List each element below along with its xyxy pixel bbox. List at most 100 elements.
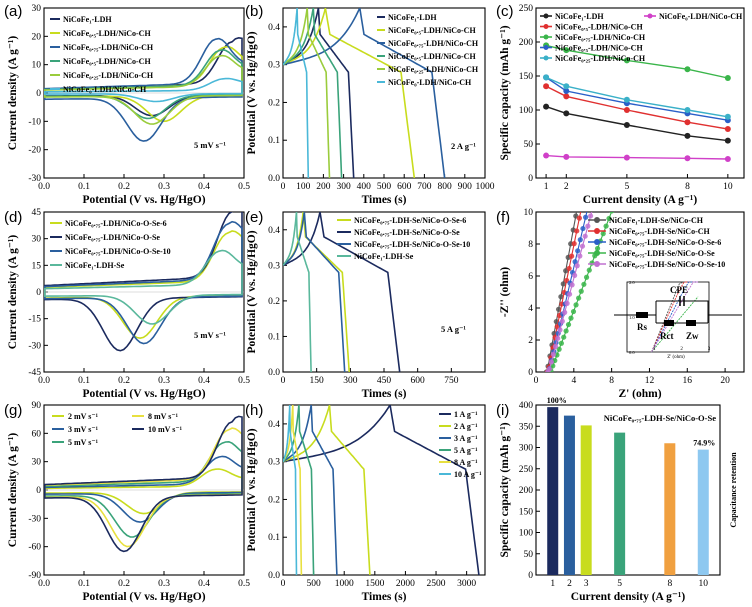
- gcd-curve: [283, 8, 343, 178]
- y-tick-label: 250: [519, 4, 534, 14]
- legend-entry: NiCoFe₀.₅-LDH/NiCo-CH: [388, 26, 476, 35]
- gcd-curve: [283, 405, 371, 575]
- legend-entry: 3 mV s⁻¹: [68, 425, 99, 434]
- legend-entry: NiCoFe₀.₇₅-LDH/NiCo-O-Se: [65, 233, 160, 242]
- y-tick-label: 45: [32, 208, 42, 218]
- gcd-curve: [283, 405, 315, 575]
- y-tick-label: 0: [36, 486, 41, 496]
- gcd-curve: [283, 8, 310, 178]
- x-tick-label: 3000: [457, 579, 476, 589]
- x-axis-label: Times (s): [362, 388, 407, 400]
- nyquist-point: [572, 259, 578, 265]
- cv-curve: [44, 415, 243, 553]
- capacity-point: [684, 132, 691, 139]
- legend-entry: NiCoFe₀.₇₅-LDH-Se/NiCo-O-Se-6: [609, 238, 721, 247]
- y-axis-label: Potential (V vs. Hg/HgO): [246, 31, 258, 154]
- curves: [283, 212, 401, 372]
- nyquist-point: [580, 225, 586, 232]
- legend-marker: [543, 55, 549, 61]
- y-tick-label: 30: [32, 458, 42, 468]
- inset-tick-label: 1: [653, 347, 656, 352]
- legend-entry: 2 A g⁻¹: [454, 422, 478, 431]
- circuit-label: Rs: [637, 322, 647, 332]
- nyquist-point: [581, 281, 587, 287]
- y-tick-label: 2: [528, 336, 533, 346]
- nyquist-point: [603, 223, 609, 229]
- legend-entry: NiCoFe₀.₇₅-LDH-Se/NiCo-O-Se: [609, 249, 715, 258]
- x-tick-label: 1: [544, 182, 549, 192]
- x-tick-label: 2: [564, 182, 569, 192]
- x-tick-label: 0.3: [158, 376, 170, 386]
- x-tick-label: 500: [377, 182, 392, 192]
- panel-letter: (i): [496, 402, 509, 419]
- y-tick-label: 0.0: [268, 368, 280, 378]
- x-tick-label: 0.5: [238, 579, 250, 589]
- legend-entry: NiCoFe₀.₇₅-LDH/NiCo-CH: [63, 43, 154, 52]
- legend-marker: [594, 261, 600, 267]
- cv-curve: [44, 468, 243, 515]
- capacity-point: [724, 126, 731, 133]
- bar: [614, 432, 626, 575]
- right-axis-label: Capacitance retention: [729, 452, 738, 528]
- nyquist-point: [581, 170, 586, 175]
- inset-curve: [651, 281, 699, 353]
- inset-x-label: Z' (ohm): [667, 355, 685, 360]
- inset-curve: [651, 281, 699, 353]
- legend-entry: NiCoFe₀.₇₅-LDH-Se/NiCo-O-Se: [354, 228, 460, 237]
- annotation: 2 A g⁻¹: [451, 141, 476, 151]
- y-tick-label: 350: [519, 422, 534, 432]
- legend-entry: NiCoFe₀.₇₅-LDH/NiCo-CH: [388, 39, 479, 48]
- capacity-point: [563, 110, 570, 117]
- capacity-point: [563, 153, 570, 160]
- x-tick-label: 0.2: [118, 182, 130, 192]
- y-tick-label: -30: [28, 514, 41, 524]
- legend-entry: NiCoFe₀.₇₅-LDH/NiCo-O-Se-6: [65, 219, 167, 228]
- x-tick-label: 20: [720, 376, 730, 386]
- legend-entry: 8 mV s⁻¹: [148, 412, 179, 421]
- nyquist-point: [548, 359, 554, 365]
- nyquist-point: [609, 212, 615, 214]
- x-tick-label: 5: [624, 182, 629, 192]
- y-tick-label: 0.3: [268, 61, 280, 71]
- nyquist-point: [550, 363, 556, 369]
- capacity-line: [545, 76, 728, 121]
- curves: [44, 415, 244, 553]
- legend-marker: [594, 217, 600, 223]
- x-tick-label: 450: [377, 376, 392, 386]
- plot-frame: [535, 7, 745, 179]
- bar: [563, 415, 575, 575]
- legend-entry: NiCoFe₀-LDH/NiCo-CH: [659, 12, 743, 21]
- legend-marker: [543, 45, 549, 50]
- nyquist-point: [557, 327, 563, 333]
- panel-letter: (f): [496, 209, 510, 226]
- nyquist-point: [612, 2, 617, 7]
- y-tick-label: 50: [524, 140, 534, 150]
- x-axis-label: Times (s): [362, 591, 407, 603]
- capacity-point: [724, 113, 731, 120]
- nyquist-point: [588, 163, 593, 168]
- nyquist-point: [564, 300, 570, 306]
- nyquist-point: [585, 176, 590, 181]
- nyquist-point: [596, 122, 601, 127]
- x-tick-label: 0.3: [158, 182, 170, 192]
- nyquist-point: [606, 215, 612, 222]
- y-tick-label: 0.1: [268, 136, 280, 146]
- nyquist-point: [573, 302, 579, 308]
- x-tick-label: 8: [685, 182, 690, 192]
- x-tick-label: 0.0: [38, 376, 50, 386]
- y-tick-label: -20: [28, 146, 41, 156]
- capacity-line: [545, 76, 728, 118]
- nyquist-point: [555, 306, 562, 312]
- capacity-point: [684, 66, 691, 73]
- x-axis-label: Potential (V vs. Hg/HgO): [82, 388, 205, 400]
- y-tick-label: 0.1: [268, 533, 280, 543]
- legend-marker: [594, 250, 600, 256]
- y-tick-label: 0: [528, 571, 533, 581]
- cv-curve: [44, 77, 243, 103]
- y-axis-label: Current density (A g⁻¹): [7, 235, 19, 350]
- x-tick-label: 0: [281, 579, 286, 589]
- legend-entry: NiCoFe₁-LDH: [555, 12, 604, 21]
- legend-entry: NiCoFe₀.₇₅-LDH/NiCo-CH: [555, 33, 646, 42]
- y-tick-label: -45: [28, 368, 41, 378]
